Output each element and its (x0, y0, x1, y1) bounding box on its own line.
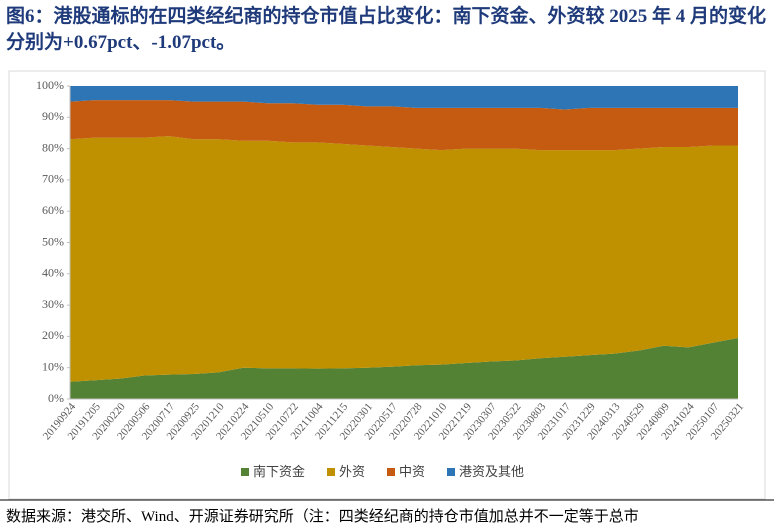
y-tick-label: 40% (42, 266, 64, 280)
legend-label: 南下资金 (253, 464, 305, 479)
y-tick-label: 90% (42, 109, 64, 123)
source-note: 数据来源：港交所、Wind、开源证券研究所（注：四类经纪商的持仓市值加总并不一定… (6, 509, 639, 525)
legend-label: 港资及其他 (459, 464, 524, 479)
y-tick-label: 60% (42, 203, 64, 217)
legend-swatch (447, 468, 455, 476)
legend-swatch (387, 468, 395, 476)
legend-label: 外资 (339, 464, 365, 479)
y-tick-label: 20% (42, 328, 64, 342)
y-tick-label: 70% (42, 172, 64, 186)
area (70, 86, 738, 110)
chart-title: 图6：港股通标的在四类经纪商的持仓市值占比变化：南下资金、外资较 2025 年 … (6, 6, 767, 53)
area (70, 337, 738, 399)
legend-swatch (241, 468, 249, 476)
chart-frame (8, 70, 766, 500)
y-tick-label: 80% (42, 140, 64, 154)
y-tick-label: 100% (36, 78, 64, 92)
y-tick-label: 50% (42, 234, 64, 248)
legend-label: 中资 (399, 464, 425, 479)
area (70, 100, 738, 151)
y-tick-label: 30% (42, 297, 64, 311)
y-tick-label: 0% (48, 391, 64, 405)
y-tick-label: 10% (42, 359, 64, 373)
area (70, 136, 738, 382)
legend-swatch (327, 468, 335, 476)
